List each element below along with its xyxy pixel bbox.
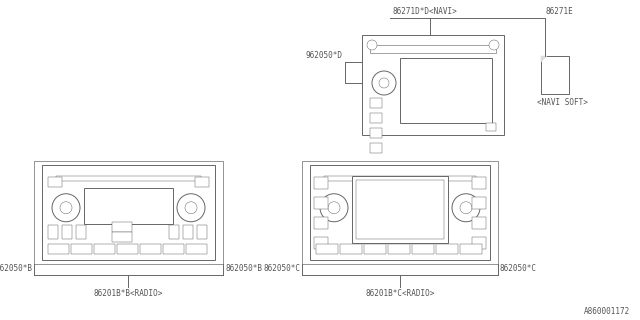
Bar <box>370 113 382 123</box>
Text: 862050*B: 862050*B <box>0 264 32 273</box>
Bar <box>486 123 496 131</box>
Bar <box>460 244 482 254</box>
Bar <box>62 225 72 239</box>
Bar <box>163 244 184 254</box>
Bar <box>42 165 215 260</box>
Text: 86201B*B<RADIO>: 86201B*B<RADIO> <box>93 289 163 298</box>
Bar <box>48 225 58 239</box>
Bar <box>310 165 490 260</box>
Circle shape <box>460 202 472 214</box>
Bar <box>356 180 444 239</box>
Text: <NAVI SOFT>: <NAVI SOFT> <box>537 98 588 107</box>
Circle shape <box>367 40 377 50</box>
Circle shape <box>52 194 80 222</box>
Text: 86201B*C<RADIO>: 86201B*C<RADIO> <box>365 289 435 298</box>
Bar <box>362 35 504 135</box>
Bar <box>364 244 386 254</box>
Bar <box>76 225 86 239</box>
Bar <box>340 244 362 254</box>
Bar <box>169 225 179 239</box>
Bar <box>314 197 328 209</box>
Bar <box>195 177 209 187</box>
Bar <box>370 98 382 108</box>
Bar <box>84 188 173 224</box>
Bar <box>314 237 328 249</box>
Bar <box>472 177 486 189</box>
Bar <box>541 56 569 94</box>
Bar <box>117 244 138 254</box>
Circle shape <box>177 194 205 222</box>
Bar <box>48 177 62 187</box>
Bar <box>94 244 115 254</box>
Text: 862050*C: 862050*C <box>263 264 300 273</box>
Bar <box>197 225 207 239</box>
Bar <box>183 225 193 239</box>
Text: 862050*B: 862050*B <box>225 264 262 273</box>
Bar <box>472 217 486 229</box>
Circle shape <box>489 40 499 50</box>
Circle shape <box>328 202 340 214</box>
Bar <box>314 177 328 189</box>
Circle shape <box>185 202 197 214</box>
Bar <box>314 217 328 229</box>
Bar <box>472 237 486 249</box>
Text: 962050*D: 962050*D <box>306 51 343 60</box>
Bar <box>388 244 410 254</box>
Bar <box>472 197 486 209</box>
Text: A860001172: A860001172 <box>584 307 630 316</box>
Bar <box>112 232 132 242</box>
Text: 86271D*D<NAVI>: 86271D*D<NAVI> <box>392 7 458 16</box>
Circle shape <box>60 202 72 214</box>
Bar <box>400 58 492 123</box>
Bar <box>412 244 434 254</box>
Bar <box>302 161 498 264</box>
Bar <box>316 244 338 254</box>
Bar <box>56 176 201 181</box>
Bar <box>186 244 207 254</box>
Bar <box>436 244 458 254</box>
Bar <box>324 176 476 181</box>
Bar <box>370 45 496 53</box>
Text: 86271E: 86271E <box>545 7 573 16</box>
Bar <box>352 176 448 243</box>
Circle shape <box>320 194 348 222</box>
Bar <box>112 222 132 232</box>
Circle shape <box>379 78 389 88</box>
Bar <box>71 244 92 254</box>
Polygon shape <box>541 56 547 62</box>
Text: 862050*C: 862050*C <box>500 264 537 273</box>
Bar <box>48 244 69 254</box>
Bar <box>370 143 382 153</box>
Bar <box>140 244 161 254</box>
Bar <box>34 161 223 264</box>
Circle shape <box>452 194 480 222</box>
Bar <box>370 128 382 138</box>
Circle shape <box>372 71 396 95</box>
